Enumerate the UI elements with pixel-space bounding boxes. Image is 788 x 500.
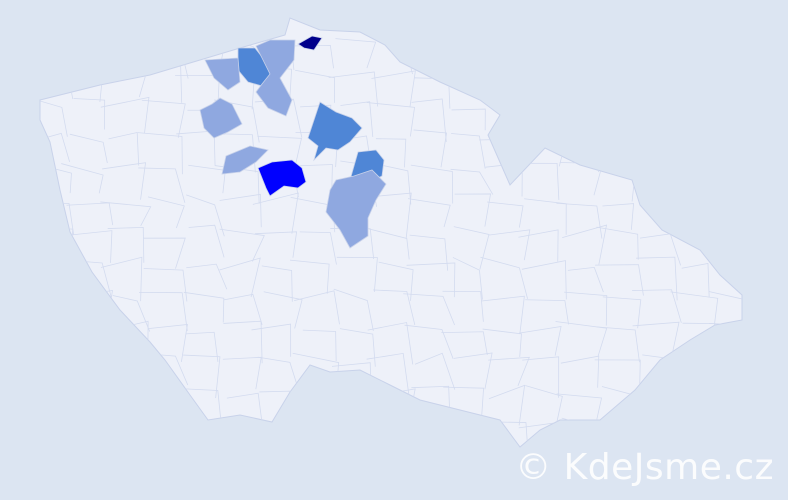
highlighted-district	[199, 97, 243, 139]
highlighted-district	[325, 169, 387, 249]
highlighted-district	[307, 101, 363, 162]
watermark: © KdeJsme.cz	[515, 447, 774, 488]
highlighted-district	[204, 57, 241, 91]
highlighted-district	[257, 159, 307, 197]
highlighted-district	[221, 145, 269, 175]
country-outline	[39, 17, 743, 448]
highlighted-district	[255, 39, 296, 117]
highlighted-district	[297, 35, 323, 51]
